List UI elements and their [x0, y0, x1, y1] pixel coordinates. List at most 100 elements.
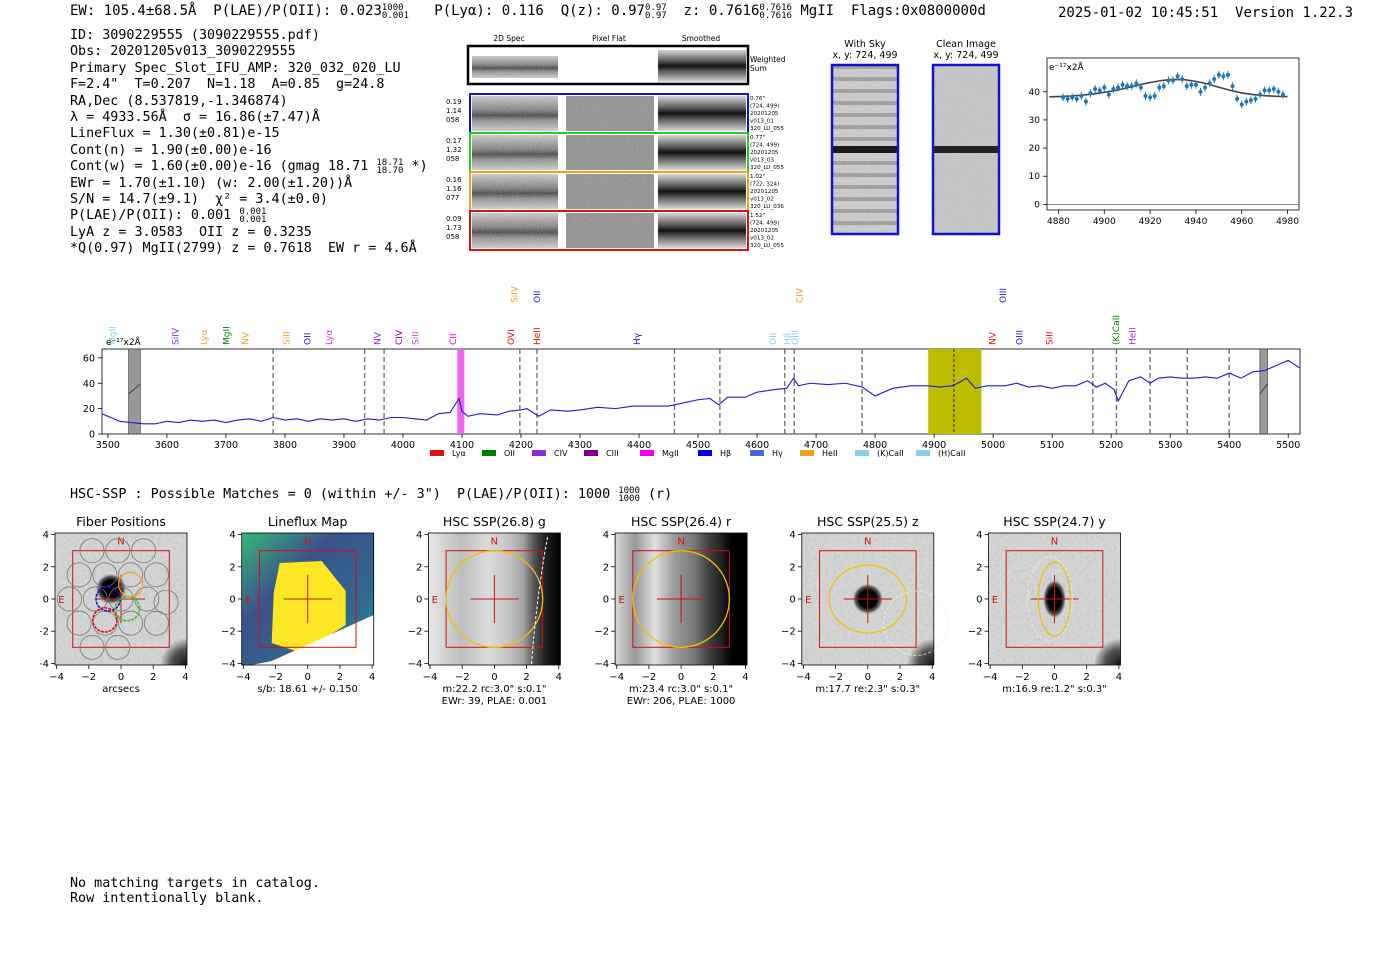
info-id: ID: 3090229555 (3090229555.pdf): [70, 28, 320, 43]
zoom-data-point: [1061, 95, 1066, 100]
row-smooth: [658, 213, 746, 248]
row-right-label: 320_LU_055: [750, 126, 784, 132]
line-label: HeII: [533, 327, 543, 345]
spectrum-frame: [101, 348, 1301, 435]
spec-ytick-label: 40: [83, 379, 95, 390]
stamp-title: Lineflux Map: [268, 514, 348, 529]
east-label: E: [805, 595, 811, 606]
zoom-data-point: [1116, 85, 1121, 90]
stamp-ytick-label: −4: [408, 659, 423, 670]
line-label: OVI: [507, 329, 517, 345]
stamp-xtick-label: −4: [609, 672, 624, 683]
clean-xy: x, y: 724, 499: [933, 50, 998, 61]
z-lo: 0.7616: [759, 11, 792, 21]
east-label: E: [992, 595, 998, 606]
row-smooth: [658, 96, 746, 131]
spec-xtick-label: 5300: [1158, 440, 1182, 451]
stamp-xtick-label: 2: [150, 672, 156, 683]
stamp-ytick-label: 2: [976, 562, 982, 573]
legend-swatch: [916, 450, 930, 456]
zoom-data-point: [1152, 94, 1157, 98]
north-label: N: [1051, 536, 1058, 547]
zoom-data-point: [1235, 96, 1240, 101]
stamp-xtick-label: −2: [455, 672, 470, 683]
full-spectrum-chart: MgII SiIV Lyα MgII NV SiII OII Lyα NV CIV SiII CII O…: [83, 285, 1301, 458]
stamp-xtick-label: 2: [1084, 672, 1090, 683]
row-right-label: 1.02": [750, 174, 765, 180]
row-right-label: 0.77": [750, 135, 765, 141]
stamp-xtick-label: 4: [556, 672, 562, 683]
stamp-xtick-label: −2: [268, 672, 283, 683]
zoom-ytick-label: 0: [1034, 200, 1040, 210]
stamp-panel: HSC SSP(25.5) z N E −4 4 −2 2 0 0 2 −2 4 −4 m:17.7 re…: [781, 514, 949, 695]
stamp-caption-1: s/b: 18.61 +/- 0.150: [257, 684, 357, 695]
zoom-ytick-label: 40: [1029, 88, 1041, 98]
zoom-data-point: [1097, 88, 1102, 93]
shaded-region-gray: [128, 348, 141, 435]
footer-line-2: Row intentionally blank.: [70, 891, 264, 906]
detection-info: ID: 3090229555 (3090229555.pdf) Obs: 202…: [70, 28, 428, 257]
spec-xtick-label: 5100: [1040, 440, 1064, 451]
spec-xtick-label: 4000: [391, 440, 415, 451]
line-label: Lyα: [200, 329, 210, 345]
line-label: NV: [988, 331, 998, 345]
row-frame: [469, 210, 749, 251]
spec-ytick-label: 60: [83, 353, 95, 364]
stamp-ytick-label: 0: [976, 595, 982, 606]
row-right-label: 20201205: [750, 189, 779, 195]
zoom-data-point: [1083, 99, 1088, 104]
zoom-data-point: [1125, 84, 1130, 89]
plae-hi: 1000: [381, 3, 404, 13]
fiber-circle: [118, 562, 144, 588]
legend-label: (K)CaII: [877, 449, 904, 458]
stamp-title: HSC SSP(25.5) z: [817, 514, 919, 529]
plya-value: P(Lyα): 0.116: [434, 3, 544, 19]
zoom-line-chart: e⁻¹⁷x2Å 4880 4900 4920 4940 4960 498001020304…: [1029, 57, 1300, 227]
corner-source: [1061, 605, 1121, 665]
line-label-top: OII: [533, 291, 543, 303]
fiber-circle: [57, 586, 82, 612]
line-label: (K)CaII: [1112, 315, 1122, 345]
spec-xtick-label: 5400: [1217, 440, 1241, 451]
stamp-ytick-label: 2: [229, 562, 235, 573]
central-source: [95, 573, 127, 605]
col-smooth-label: Smoothed: [682, 34, 721, 43]
stamp-panel: HSC SSP(24.7) y N E −4 4 −2 2 0 0 2 −2 4 −4 m:16.9 re…: [968, 514, 1122, 695]
spec-xtick-label: 4600: [745, 440, 769, 451]
spec-xtick-label: 3800: [273, 440, 297, 451]
row-right-label: 20201205: [750, 111, 779, 117]
legend-label: MgII: [662, 449, 679, 458]
fiber-circle: [118, 610, 144, 636]
zoom-xtick-label: 4880: [1047, 217, 1070, 227]
row-right-label: 320_LU_055: [750, 243, 784, 249]
legend-label: HeII: [822, 449, 838, 458]
row-right-label: (724, 499): [750, 143, 779, 149]
zoom-data-point: [1065, 96, 1070, 101]
lineflux-mask: [251, 615, 374, 665]
row-right-label: v013_02: [750, 197, 774, 203]
stamp-panels: Fiber Positions N E −4 4 −2 2 0 0 2 −2 4 −4 arcsecs Li…: [40, 514, 1122, 707]
stamp-caption-1: m:17.7 re:2.3" s:0.3": [815, 684, 920, 695]
zoom-data-point: [1271, 86, 1276, 91]
line-label: CIV: [395, 329, 405, 345]
stamp-xtick-label: 0: [118, 672, 124, 683]
stamp-ytick-label: 4: [976, 530, 982, 541]
row-left-label: 1.73: [446, 224, 462, 232]
info-sn: S/N = 14.7(±9.1) χ² = 3.4(±0.0): [70, 191, 328, 207]
fiber-circle: [82, 586, 108, 612]
stamp-ytick-label: −2: [408, 627, 423, 638]
stamp-ytick-label: −4: [40, 659, 49, 670]
plae-value: P(LAE)/P(OII): 0.023: [213, 3, 382, 19]
info-plae-hi: 0.001: [239, 207, 267, 218]
legend-swatch: [855, 450, 869, 456]
spec-xtick-label: 3600: [155, 440, 179, 451]
stamp-ytick-label: −4: [221, 659, 236, 670]
line-label-top: SiIV: [510, 285, 520, 303]
row-left-label: 1.32: [446, 146, 462, 154]
legend-label: OII: [504, 449, 515, 458]
row-right-label: v013_02: [750, 236, 774, 242]
east-label: E: [432, 595, 438, 606]
shaded-region-magenta: [457, 349, 465, 434]
zoom-data-point: [1193, 82, 1198, 87]
